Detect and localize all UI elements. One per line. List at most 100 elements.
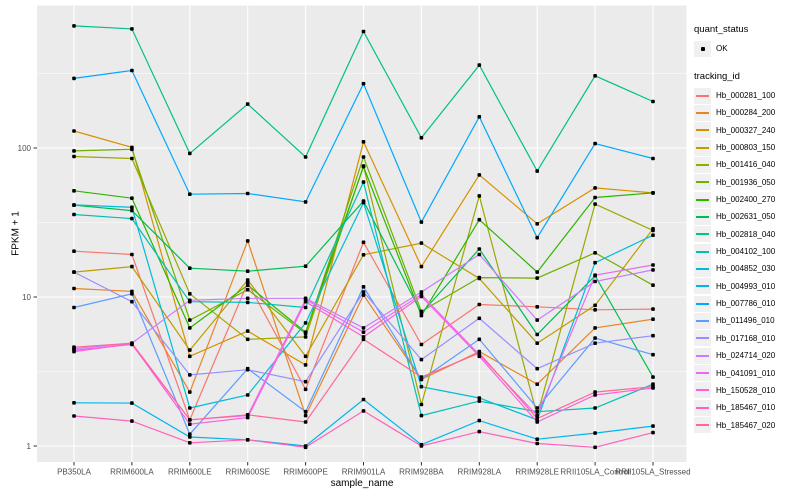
- data-point: [303, 321, 308, 325]
- data-point: [593, 273, 597, 277]
- legend-title-tracking-id: tracking_id: [694, 71, 740, 82]
- data-point: [361, 330, 366, 334]
- data-point: [361, 240, 366, 245]
- data-point: [72, 129, 76, 133]
- series-color-line-icon: [696, 146, 709, 149]
- data-point: [593, 186, 597, 190]
- legend-item-label: Hb_004852_030: [716, 264, 776, 274]
- data-point: [535, 413, 539, 418]
- x-tick-label: PB350LA: [57, 468, 91, 477]
- data-point: [361, 285, 366, 289]
- legend-key-box: [694, 399, 711, 416]
- data-point: [535, 441, 539, 446]
- data-point: [130, 196, 134, 200]
- data-point: [651, 375, 655, 379]
- data-point: [419, 402, 424, 407]
- legend-key-box: [694, 278, 711, 295]
- data-point: [477, 302, 482, 307]
- legend-item-label: Hb_185467_010: [716, 403, 776, 413]
- data-point: [303, 335, 308, 339]
- x-tick-label: RRIM600PE: [283, 468, 327, 477]
- x-tick-label: RRIM928LE: [515, 468, 559, 477]
- legend-item-label: Hb_150528_010: [716, 385, 776, 395]
- data-point: [419, 357, 424, 362]
- data-point: [593, 393, 597, 397]
- data-point: [651, 99, 655, 104]
- point-marker-icon: [700, 46, 705, 51]
- legend-item-label: Hb_017168_010: [716, 333, 776, 343]
- data-point: [535, 318, 539, 322]
- legend-item-label: Hb_001936_050: [716, 177, 776, 187]
- data-point: [245, 413, 250, 417]
- data-point: [72, 203, 76, 207]
- data-point: [72, 414, 76, 418]
- data-point: [188, 298, 192, 303]
- data-point: [593, 308, 597, 312]
- legend-item: Hb_004993_010: [694, 278, 798, 295]
- data-point: [130, 147, 134, 152]
- data-point: [361, 409, 366, 413]
- data-point: [361, 155, 366, 159]
- legend-item: Hb_007786_010: [694, 295, 798, 312]
- legend-item: Hb_000284_200: [694, 104, 798, 121]
- series-color-line-icon: [696, 163, 709, 166]
- data-point: [535, 235, 539, 240]
- series-color-line-icon: [696, 319, 709, 322]
- data-point: [651, 333, 655, 338]
- legend-key-box: [694, 226, 711, 243]
- x-tick-label: RRII105LA_Control: [560, 468, 630, 477]
- data-point: [72, 345, 76, 349]
- legend-key-box: [694, 40, 711, 57]
- data-point: [245, 438, 250, 442]
- data-point: [245, 269, 250, 273]
- data-point: [651, 424, 655, 428]
- data-point: [303, 413, 308, 418]
- data-point: [303, 200, 308, 204]
- data-point: [72, 401, 76, 405]
- data-point: [651, 228, 655, 233]
- data-point: [303, 363, 308, 367]
- data-point: [419, 342, 424, 347]
- legend-item: Hb_024714_020: [694, 347, 798, 364]
- data-point: [651, 263, 655, 267]
- legend-item-label: Hb_002631_050: [716, 212, 776, 222]
- data-point: [361, 180, 366, 184]
- data-point: [188, 266, 192, 270]
- data-point: [72, 349, 76, 354]
- data-point: [651, 430, 655, 435]
- data-point: [477, 252, 482, 257]
- data-point: [72, 154, 76, 159]
- data-point: [303, 354, 308, 359]
- data-point: [477, 351, 482, 355]
- data-point: [593, 279, 597, 284]
- data-point: [130, 68, 134, 73]
- data-point: [535, 341, 539, 345]
- legend-key-box: [694, 139, 711, 156]
- data-point: [651, 191, 655, 195]
- legend-item-label: Hb_011496_010: [716, 316, 775, 326]
- data-point: [593, 202, 597, 206]
- legend-item: Hb_001416_040: [694, 156, 798, 173]
- legend-item-label: Hb_002818_040: [716, 229, 776, 239]
- data-point: [188, 406, 192, 410]
- x-tick-label: RRII105LA_Stressed: [615, 468, 690, 477]
- legend-key-box: [694, 87, 711, 104]
- legend-item: Hb_002818_040: [694, 226, 798, 243]
- y-tick-label: 1: [27, 442, 32, 451]
- data-point: [72, 249, 76, 253]
- data-point: [188, 318, 192, 322]
- data-point: [593, 260, 597, 265]
- legend-key-box: [694, 104, 711, 121]
- legend-item-label: Hb_024714_020: [716, 351, 776, 361]
- series-color-line-icon: [696, 389, 709, 392]
- data-point: [593, 341, 597, 345]
- data-point: [477, 396, 482, 400]
- data-point: [303, 264, 308, 268]
- data-point: [535, 276, 539, 280]
- legend-key-box: [694, 312, 711, 329]
- data-point: [651, 307, 655, 311]
- data-point: [419, 264, 424, 269]
- data-point: [477, 217, 482, 222]
- data-point: [303, 387, 308, 392]
- data-point: [72, 76, 76, 81]
